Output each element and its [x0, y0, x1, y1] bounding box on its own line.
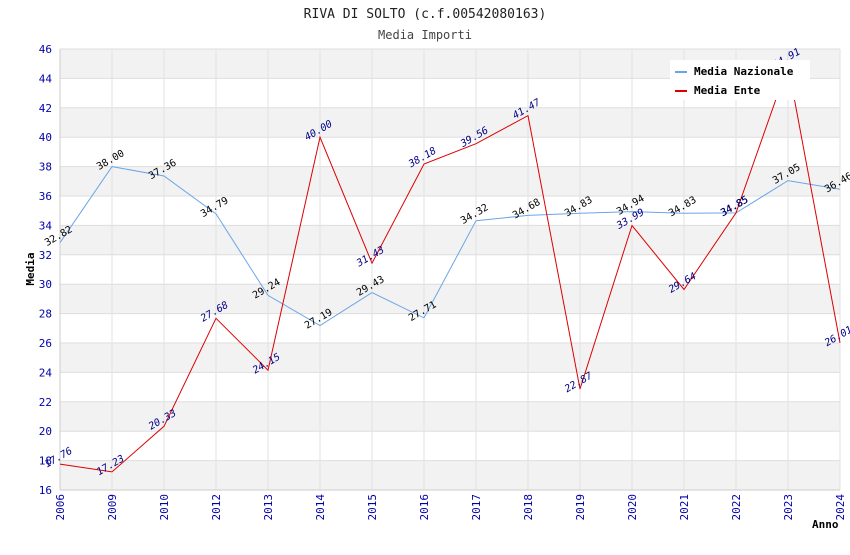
grid-lines: [59, 48, 841, 491]
series-lines: [59, 63, 841, 473]
x-tick-label: 2012: [210, 494, 223, 521]
x-tick-label: 2018: [522, 494, 535, 521]
x-tick-label: 2017: [470, 494, 483, 521]
grid-band: [60, 225, 840, 255]
x-tick-label: 2015: [366, 494, 379, 521]
y-axis-label: Media: [24, 252, 37, 285]
x-tick-label: 2016: [418, 494, 431, 521]
grid-band: [60, 107, 840, 138]
y-tick-label: 34: [39, 219, 53, 232]
y-tick-label: 32: [39, 249, 52, 262]
y-tick-label: 16: [39, 484, 52, 497]
x-tick-label: 2023: [782, 494, 795, 521]
y-tick-label: 38: [39, 161, 52, 174]
grid-band: [60, 166, 840, 196]
y-tick-label: 20: [39, 425, 52, 438]
grid-band: [60, 284, 840, 314]
series-line-media-nazionale: [59, 166, 841, 327]
y-tick-label: 30: [39, 278, 52, 291]
grid-band: [60, 343, 840, 373]
grid-band: [60, 196, 840, 226]
x-tick-label: 2014: [314, 494, 327, 521]
chart-subtitle: Media Importi: [378, 28, 472, 42]
y-tick-label: 46: [39, 43, 52, 56]
x-tick-label: 2010: [158, 494, 171, 521]
legend-box: [670, 60, 810, 100]
x-tick-label: 2022: [730, 494, 743, 521]
x-tick-label: 2013: [262, 494, 275, 521]
chart-title: RIVA DI SOLTO (c.f.00542080163): [304, 7, 547, 22]
y-tick-label: 26: [39, 337, 52, 350]
x-tick-label: 2009: [106, 494, 119, 521]
grid-band: [60, 401, 840, 432]
legend: Media Nazionale Media Ente: [670, 60, 810, 100]
y-tick-label: 40: [39, 131, 52, 144]
x-tick-label: 2021: [678, 494, 691, 521]
series-line-media-ente: [59, 63, 841, 473]
y-ticks: 16 18 20 22 24 26 28 30 32 34 36 38 40 42 44 46: [39, 43, 53, 497]
y-tick-label: 28: [39, 308, 52, 321]
legend-label-media-ente: Media Ente: [694, 84, 761, 97]
grid-bands: [60, 49, 840, 490]
x-tick-label: 2006: [54, 494, 67, 521]
y-tick-label: 36: [39, 190, 52, 203]
legend-label-media-nazionale: Media Nazionale: [694, 65, 794, 78]
y-tick-label: 22: [39, 396, 52, 409]
grid-band: [60, 137, 840, 167]
x-tick-label: 2020: [626, 494, 639, 521]
grid-band: [60, 313, 840, 343]
y-tick-label: 42: [39, 102, 52, 115]
x-tick-label: 2019: [574, 494, 587, 521]
y-tick-label: 24: [39, 366, 53, 379]
x-axis-label: Anno: [812, 518, 839, 531]
y-tick-label: 44: [39, 72, 53, 85]
x-ticks: 2006 2009 2010 2012 2013 2014 2015 2016 2017 2018…: [54, 494, 847, 521]
y-tick-label: 18: [39, 455, 52, 468]
grid-band: [60, 431, 840, 461]
grid-band: [60, 460, 840, 490]
grid-band: [60, 372, 840, 402]
x-tick-label: 2024: [834, 494, 847, 521]
